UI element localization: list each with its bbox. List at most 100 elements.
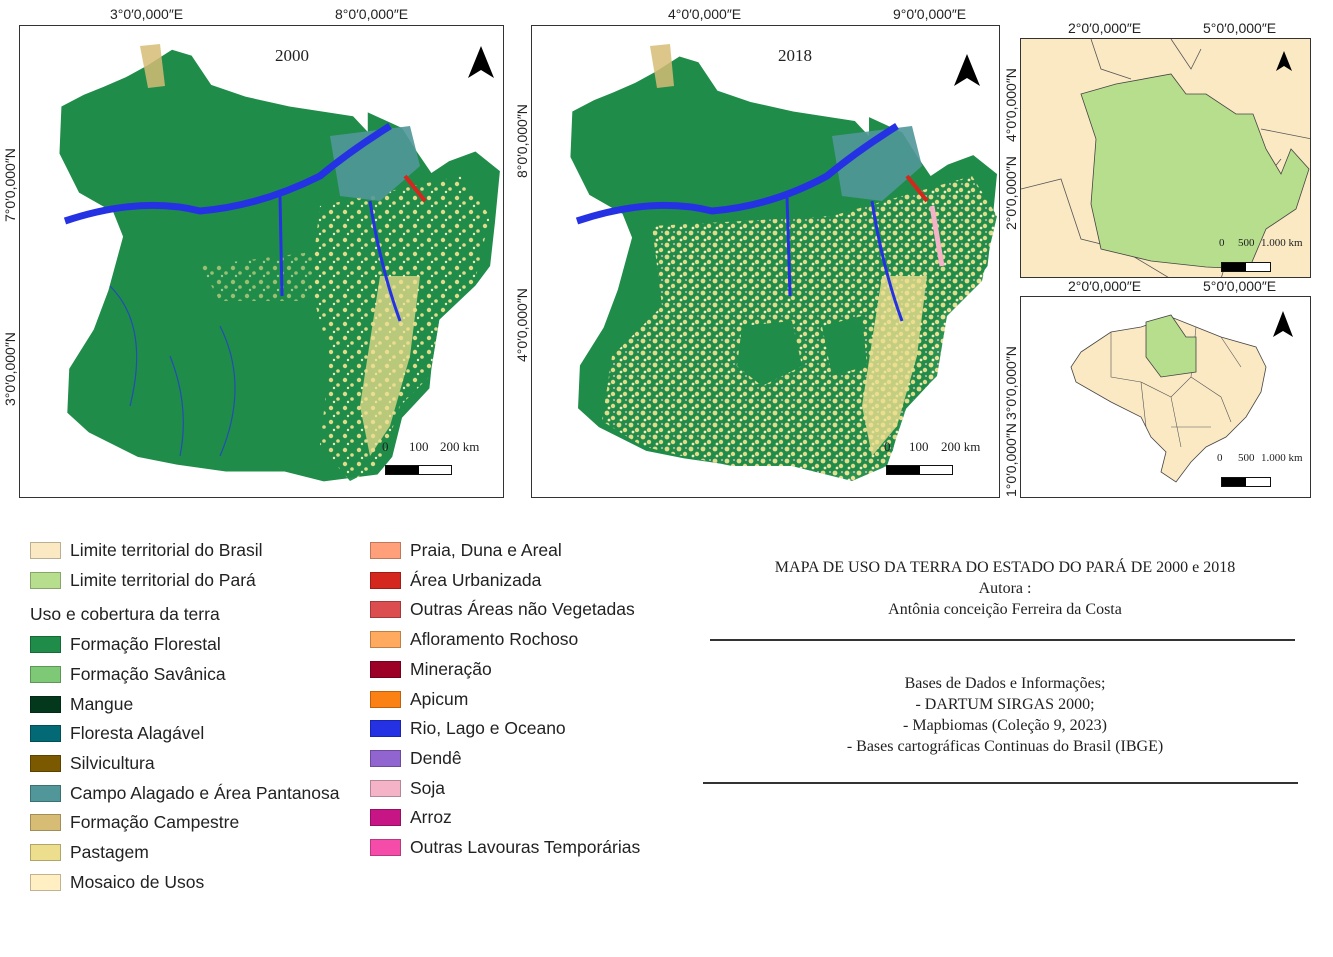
inset-brazil-scale-mid: 500: [1238, 452, 1255, 464]
legend: Limite territorial do Brasil Limite terri…: [30, 540, 690, 910]
legend-item: Silvicultura: [30, 753, 155, 774]
legend-label: Pastagem: [70, 842, 149, 862]
legend-label: Formação Florestal: [70, 634, 221, 655]
inset-region-left-tick-2: 2°0′0,000″N: [1003, 156, 1019, 230]
inset-region-left-tick-1: 4°0′0,000″N: [1003, 68, 1019, 142]
legend-swatch: [370, 571, 401, 589]
legend-item: Mineração: [370, 659, 492, 680]
legend-item: Pastagem: [30, 842, 149, 863]
legend-label: Silvicultura: [70, 752, 155, 773]
legend-item: Praia, Duna e Areal: [370, 540, 562, 561]
inset-region-scale-mid: 500: [1238, 237, 1255, 249]
legend-swatch: [30, 636, 61, 654]
legend-label: Soja: [410, 777, 446, 798]
map2018-top-tick-2: 9°0′0,000″E: [893, 6, 967, 22]
north-arrow-icon: [1273, 311, 1293, 342]
map2000-scale-bar: [385, 465, 452, 475]
legend-label: Limite territorial do Brasil: [70, 540, 263, 560]
map2000-year-label: 2000: [275, 46, 309, 65]
legend-label: Formação Campestre: [70, 812, 240, 833]
legend-item: Outras Áreas não Vegetadas: [370, 599, 635, 620]
map2018-scale-mid: 100: [909, 439, 929, 454]
source-item: - Mapbiomas (Coleção 9, 2023): [903, 717, 1107, 734]
inset-region-top-tick-1: 2°0′0,000″E: [1068, 20, 1142, 36]
info-block: MAPA DE USO DA TERRA DO ESTADO DO PARÁ D…: [705, 557, 1305, 620]
inset-region-top-tick-2: 5°0′0,000″E: [1203, 20, 1277, 36]
author-name: Antônia conceição Ferreira da Costa: [888, 601, 1122, 618]
author-label: Autora :: [978, 580, 1032, 597]
legend-swatch: [30, 725, 61, 743]
legend-label: Dendê: [410, 747, 462, 768]
legend-swatch: [30, 571, 61, 589]
inset-brazil-scale-bar: [1221, 477, 1271, 487]
legend-item: Campo Alagado e Área Pantanosa: [30, 783, 340, 804]
map2000-top-tick-2: 8°0′0,000″E: [335, 6, 409, 22]
legend-item: Mosaico de Usos: [30, 872, 204, 893]
legend-swatch: [30, 542, 61, 559]
legend-swatch: [30, 754, 61, 772]
inset-region-map: [1021, 39, 1310, 277]
legend-item: Limite territorial do Pará: [30, 570, 256, 591]
legend-label: Mineração: [410, 658, 492, 679]
inset-brazil-scale-zero: 0: [1217, 452, 1223, 464]
map2018-year-label: 2018: [778, 46, 812, 65]
inset-brazil-top-tick-2: 5°0′0,000″E: [1203, 278, 1277, 294]
legend-swatch: [370, 749, 401, 767]
legend-label: Mangue: [70, 693, 134, 714]
legend-label: Arroz: [410, 807, 452, 828]
legend-label: Floresta Alagável: [70, 723, 205, 744]
divider: [710, 639, 1295, 641]
legend-label: Limite territorial do Pará: [70, 569, 256, 590]
legend-swatch: [370, 631, 401, 649]
legend-label: Praia, Duna e Areal: [410, 540, 562, 560]
legend-item: Formação Campestre: [30, 812, 239, 833]
inset-region-scale-zero: 0: [1219, 237, 1225, 249]
legend-label: Mosaico de Usos: [70, 871, 205, 892]
north-arrow-icon: [1276, 51, 1292, 76]
legend-label: Campo Alagado e Área Pantanosa: [70, 782, 340, 803]
legend-item: Limite territorial do Brasil: [30, 540, 263, 561]
legend-label: Outras Lavouras Temporárias: [410, 837, 641, 857]
legend-item: Soja: [370, 778, 445, 799]
inset-region-scale-end: 1.000 km: [1261, 237, 1303, 249]
legend-swatch: [30, 873, 61, 891]
legend-swatch: [30, 665, 61, 683]
map-title: MAPA DE USO DA TERRA DO ESTADO DO PARÁ D…: [774, 559, 1236, 576]
source-item: - DARTUM SIRGAS 2000;: [915, 696, 1095, 713]
inset-region-scale-bar: [1221, 262, 1271, 272]
legend-swatch: [370, 720, 401, 738]
divider: [703, 782, 1298, 784]
legend-item: Área Urbanizada: [370, 570, 541, 591]
inset-brazil-panel: 0 500 1.000 km: [1020, 296, 1311, 498]
map2018-left-tick-1: 8°0′0,000″N: [514, 104, 530, 178]
legend-swatch: [370, 660, 401, 678]
legend-swatch: [30, 695, 61, 713]
map2018-scale-zero: 0: [884, 439, 891, 454]
legend-item: Rio, Lago e Oceano: [370, 718, 566, 739]
north-arrow-icon: [954, 54, 980, 91]
map2018-top-tick-1: 4°0′0,000″E: [668, 6, 742, 22]
inset-brazil-top-tick-1: 2°0′0,000″E: [1068, 278, 1142, 294]
map-2000-panel: 2000 0 100 200 km: [19, 25, 504, 498]
legend-swatch: [370, 690, 401, 708]
map2018-left-tick-2: 4°0′0,000″N: [514, 288, 530, 362]
legend-swatch: [370, 779, 401, 797]
legend-swatch: [370, 601, 401, 619]
map2000-top-tick-1: 3°0′0,000″E: [110, 6, 184, 22]
map2000-scale-mid: 100: [409, 439, 429, 454]
map2000-scale-end: 200 km: [440, 439, 480, 454]
legend-label: Afloramento Rochoso: [410, 629, 579, 650]
inset-region-panel: 0 500 1.000 km: [1020, 38, 1311, 278]
legend-label: Rio, Lago e Oceano: [410, 718, 566, 739]
legend-item: Outras Lavouras Temporárias: [370, 837, 640, 858]
sources-block: Bases de Dados e Informações; - DARTUM S…: [705, 673, 1305, 757]
sources-heading: Bases de Dados e Informações;: [904, 675, 1106, 692]
map-2000-land-use: [59, 44, 500, 482]
legend-swatch: [370, 839, 401, 856]
legend-swatch: [30, 784, 61, 802]
map2018-scale-end: 200 km: [941, 439, 981, 454]
legend-item: Apicum: [370, 689, 468, 710]
legend-swatch: [370, 809, 401, 827]
map2018-scale-bar: [886, 465, 953, 475]
legend-item: Formação Savânica: [30, 664, 226, 685]
